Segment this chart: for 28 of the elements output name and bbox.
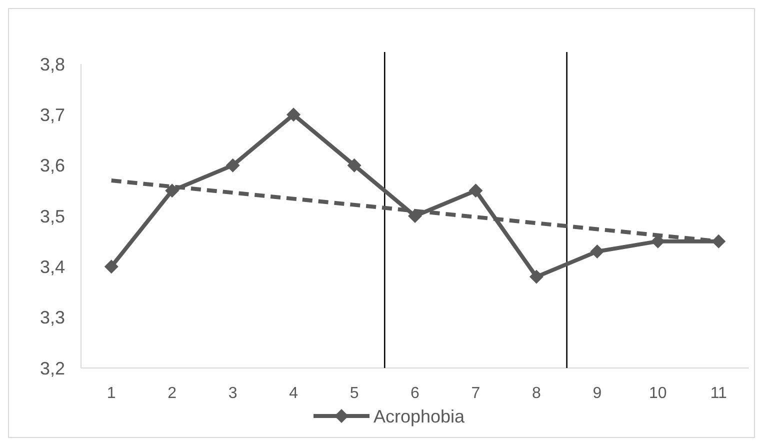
legend-label: Acrophobia [374,406,466,426]
x-tick-label: 7 [471,385,480,402]
x-tick-label: 3 [228,385,238,402]
x-tick-label: 6 [410,385,420,402]
point [165,184,180,198]
point [226,158,240,172]
x-tick-label: 10 [649,385,667,402]
point [104,260,118,274]
y-tick-label: 3,4 [40,256,65,277]
point [529,270,544,284]
x-tick-label: 11 [710,385,728,402]
x-tick-label: 2 [168,385,177,402]
point [590,244,604,258]
x-tick-label: 8 [532,385,541,402]
y-tick-label: 3,2 [40,358,65,378]
x-tick-label: 5 [350,385,359,402]
y-tick-label: 3,3 [40,308,65,328]
y-tick-label: 3,5 [40,206,65,226]
x-tick-label: 9 [592,385,602,402]
x-tick-label: 1 [106,385,116,402]
point [468,184,483,198]
point [712,234,726,248]
x-tick-label: 4 [289,385,298,402]
point [347,158,362,172]
y-tick-label: 3,8 [40,54,65,74]
point [286,108,301,122]
y-tick-label: 3,6 [40,156,65,176]
y-tick-label: 3,7 [40,104,65,125]
